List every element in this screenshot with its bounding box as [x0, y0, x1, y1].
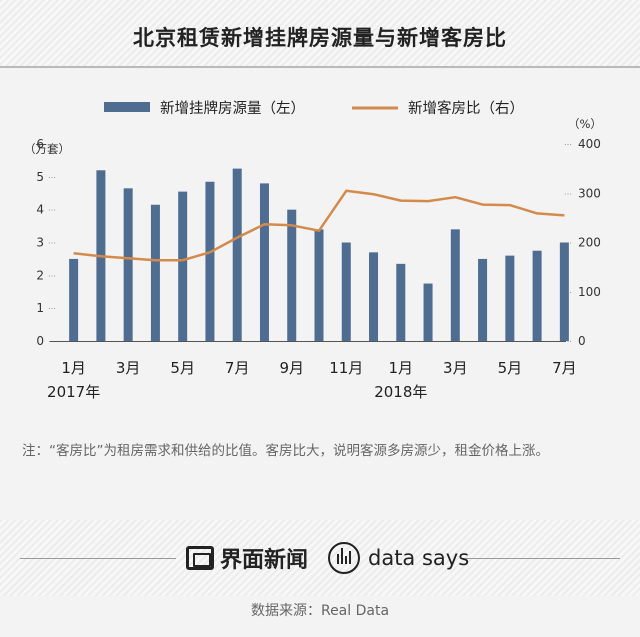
x-tick-label: 5月: [170, 359, 195, 377]
y-left-tick-mark: …: [48, 204, 56, 213]
bar: [478, 258, 488, 341]
bar: [532, 250, 542, 341]
y-left-tick-mark: …: [48, 237, 56, 246]
y-left-tick-mark: …: [48, 269, 56, 278]
y-right-tick-label: 0: [578, 334, 586, 348]
bar: [505, 255, 515, 341]
bar: [287, 209, 297, 341]
bar: [232, 168, 242, 341]
y-right-tick-mark: …: [564, 138, 572, 147]
bar: [423, 283, 433, 341]
y-left-tick-mark: …: [48, 302, 56, 311]
y-left-tick-label: 0: [36, 334, 44, 348]
y-right-tick-label: 200: [578, 236, 601, 250]
y-right-tick-label: 300: [578, 186, 601, 200]
y-left-tick-label: 2: [36, 268, 44, 282]
y-right-tick-mark: …: [564, 237, 572, 246]
header-pattern: [0, 0, 640, 66]
x-tick-label: 3月: [116, 359, 141, 377]
bar: [150, 204, 160, 341]
jiemian-logo-icon: [186, 546, 214, 570]
brand-ds: data says: [368, 546, 470, 570]
x-tick-label: 7月: [552, 359, 577, 377]
data-source: 数据来源：Real Data: [250, 603, 390, 619]
brand-jiemian: 界面新闻: [186, 540, 308, 576]
bar: [341, 242, 351, 341]
y-right-tick-mark: …: [564, 187, 572, 196]
y-left-tick-label: 6: [36, 137, 44, 151]
chart: 新增挂牌房源量（左） 新增客房比（右） （万套） （%） 0 … 1 … 2 … 3 … 4 … 5 … 6 … ……: [24, 100, 602, 401]
title-divider: [0, 66, 640, 68]
legend-bar-swatch: [104, 102, 150, 112]
y-right-unit: （%）: [568, 117, 602, 131]
y-left-unit: （万套）: [24, 142, 70, 156]
y-left-tick-mark: …: [48, 335, 56, 344]
bar: [559, 242, 569, 341]
bar: [259, 183, 269, 341]
legend-line-label: 新增客房比（右）: [408, 100, 524, 117]
y-left-tick-label: 5: [36, 170, 44, 184]
x-year-label: 2018年: [374, 383, 427, 401]
bar: [314, 229, 324, 341]
brand-datasays: data says: [328, 540, 469, 576]
y-left-tick-label: 4: [36, 203, 44, 217]
y-left-tick-label: 1: [36, 301, 44, 315]
bar: [396, 263, 406, 341]
series-line: [73, 189, 565, 262]
x-tick-label: 1月: [389, 359, 414, 377]
footer-divider-right: [462, 558, 620, 559]
bar: [123, 188, 133, 341]
y-right-tick-label: 400: [578, 137, 601, 151]
x-tick-label: 1月: [61, 359, 86, 377]
bar: [178, 191, 188, 341]
legend-bar-label: 新增挂牌房源量（左）: [160, 100, 305, 117]
bar: [205, 181, 215, 341]
x-tick-label: 5月: [498, 359, 523, 377]
y-right-tick-label: 100: [578, 285, 601, 299]
page-title: 北京租赁新增挂牌房源量与新增客房比: [133, 26, 507, 50]
x-year-label: 2017年: [47, 383, 100, 401]
y-left-tick-mark: …: [48, 138, 56, 147]
chart-note: 注：“客房比”为租房需求和供给的比值。客房比大，说明客源多房源少，租金价格上涨。: [22, 443, 549, 459]
x-tick-label: 7月: [225, 359, 250, 377]
y-left-tick-mark: …: [48, 171, 56, 180]
y-left-tick-label: 3: [36, 236, 44, 250]
bar: [450, 229, 460, 341]
bar: [69, 258, 79, 341]
bar: [369, 252, 379, 341]
brand-name: 界面新闻: [220, 548, 309, 573]
x-tick-label: 11月: [329, 359, 363, 377]
x-tick-label: 3月: [443, 359, 468, 377]
x-tick-label: 9月: [279, 359, 304, 377]
footer-divider-left: [20, 558, 176, 559]
data-says-logo-icon: [328, 542, 360, 574]
